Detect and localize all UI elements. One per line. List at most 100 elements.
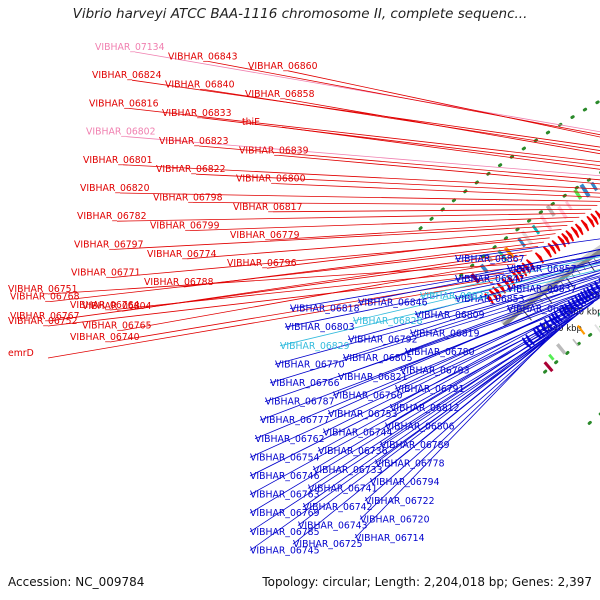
gene-label: VIBHAR_06752 xyxy=(8,316,78,327)
gene-label: VIBHAR_06720 xyxy=(360,514,430,525)
accession-text: Accession: NC_009784 xyxy=(8,575,145,589)
leader-line xyxy=(110,237,550,278)
gene-label: VIBHAR_06797 xyxy=(74,239,144,250)
gene-arrow xyxy=(542,246,552,258)
gene-label: VIBHAR_06785 xyxy=(250,527,320,538)
leader-line xyxy=(249,333,553,533)
gene-label: VIBHAR_06777 xyxy=(260,415,330,426)
gene-label: VIBHAR_06798 xyxy=(153,192,223,203)
minor-tick xyxy=(539,298,543,303)
gene-label: VIBHAR_06799 xyxy=(150,221,220,232)
gene-arrow xyxy=(565,230,575,242)
gene-label: VIBHAR_06753 xyxy=(328,409,398,420)
gene-label: VIBHAR_06780 xyxy=(405,347,475,358)
gene-label: VIBHAR_06760 xyxy=(333,390,403,401)
gene-label: VIBHAR_06828 xyxy=(353,316,423,327)
feature-block xyxy=(576,324,586,335)
leader-line xyxy=(269,281,600,384)
gene-label: VIBHAR_06818 xyxy=(290,304,360,315)
gene-label: VIBHAR_06836 xyxy=(507,304,577,315)
leader-line xyxy=(49,246,539,302)
gene-label: VIBHAR_06820 xyxy=(80,183,150,194)
leader-line xyxy=(284,98,600,155)
leader-line xyxy=(399,284,600,371)
leader-line xyxy=(287,70,600,138)
gene-label: VIBHAR_06793 xyxy=(400,366,470,377)
feature-block xyxy=(556,343,567,355)
feature-block xyxy=(557,205,568,220)
leader-line xyxy=(284,262,600,328)
leader-line xyxy=(292,339,546,545)
gene-label: VIBHAR_06816 xyxy=(89,98,159,109)
leader-line xyxy=(249,324,564,514)
gene-label: VIBHAR_06803 xyxy=(285,322,355,333)
gene-label: VIBHAR_06801 xyxy=(83,155,153,166)
leader-line xyxy=(192,202,598,206)
topology-text: Topology: circular; Length: 2,204,018 bp… xyxy=(262,575,592,589)
guide-ring xyxy=(459,171,600,277)
leader-line xyxy=(249,307,587,477)
gene-label: VIBHAR_06817 xyxy=(233,202,303,213)
tick-label: 1860 kbp xyxy=(562,307,600,317)
gene-label: VIBHAR_06837 xyxy=(507,284,577,295)
chromosome-backbone xyxy=(500,244,600,327)
guide-ring xyxy=(418,99,600,231)
gene-label: VIBHAR_06779 xyxy=(230,230,300,241)
minor-tick xyxy=(593,257,597,263)
gene-label: VIBHAR_06823 xyxy=(159,136,229,147)
gene-arrow xyxy=(580,219,590,232)
gene-arrow xyxy=(580,290,590,303)
leader-line xyxy=(121,259,522,331)
leader-line xyxy=(116,212,586,222)
feature-block xyxy=(545,204,556,217)
leader-line xyxy=(278,155,600,185)
gene-label: VIBHAR_06846 xyxy=(358,297,428,308)
gene-label: VIBHAR_06789 xyxy=(380,440,450,451)
gene-label: VIBHAR_06840 xyxy=(165,80,235,91)
gene-label: VIBHAR_06725 xyxy=(293,539,363,550)
gene-arrow xyxy=(574,223,584,236)
gene-arrow xyxy=(501,278,512,290)
gene-label: VIBHAR_06743 xyxy=(298,521,368,532)
leader-line xyxy=(122,164,600,190)
leader-line xyxy=(47,263,516,295)
leader-line xyxy=(272,208,592,213)
feature-block xyxy=(543,361,554,373)
feature-block xyxy=(579,183,591,198)
gene-label: VIBHAR_06766 xyxy=(270,378,340,389)
leader-line xyxy=(201,117,600,167)
feature-block xyxy=(548,353,555,361)
leader-line xyxy=(134,51,600,133)
leader-line xyxy=(281,126,600,170)
feature-block xyxy=(520,230,534,246)
gene-label: VIBHAR_06794 xyxy=(370,477,440,488)
leader-line xyxy=(317,297,600,452)
gene-label: VIBHAR_06754 xyxy=(250,452,320,463)
leader-line xyxy=(189,216,580,231)
gene-label: VIBHAR_06768 xyxy=(10,292,80,303)
leader-line xyxy=(327,291,600,415)
gene-label: VIBHAR_06733 xyxy=(313,465,383,476)
gene-arrow xyxy=(551,239,561,252)
gene-label: VIBHAR_06822 xyxy=(156,164,226,175)
gene-label: VIBHAR_06762 xyxy=(255,434,325,445)
gene-label: VIBHAR_06843 xyxy=(168,51,238,62)
leader-line xyxy=(454,238,600,260)
leader-line xyxy=(249,299,598,458)
gene-arrow xyxy=(570,226,580,239)
leader-line xyxy=(354,336,550,539)
leader-line xyxy=(419,256,600,297)
leader-line xyxy=(332,287,600,396)
gene-arrow xyxy=(532,328,543,340)
minor-tick xyxy=(576,269,581,275)
gene-label: VIBHAR_06744 xyxy=(323,428,393,439)
gene-label: VIBHAR_06829 xyxy=(280,341,350,352)
figure-title: Vibrio harveyi ATCC BAA-1116 chromosome … xyxy=(72,6,528,22)
gene-label: VIBHAR_06740 xyxy=(70,332,140,343)
leader-line xyxy=(274,275,600,365)
gene-label: VIBHAR_06860 xyxy=(248,61,318,72)
gene-arrow xyxy=(567,300,577,312)
leader-line xyxy=(322,294,600,433)
leader-line xyxy=(254,294,600,440)
gene-arrow xyxy=(525,259,536,271)
